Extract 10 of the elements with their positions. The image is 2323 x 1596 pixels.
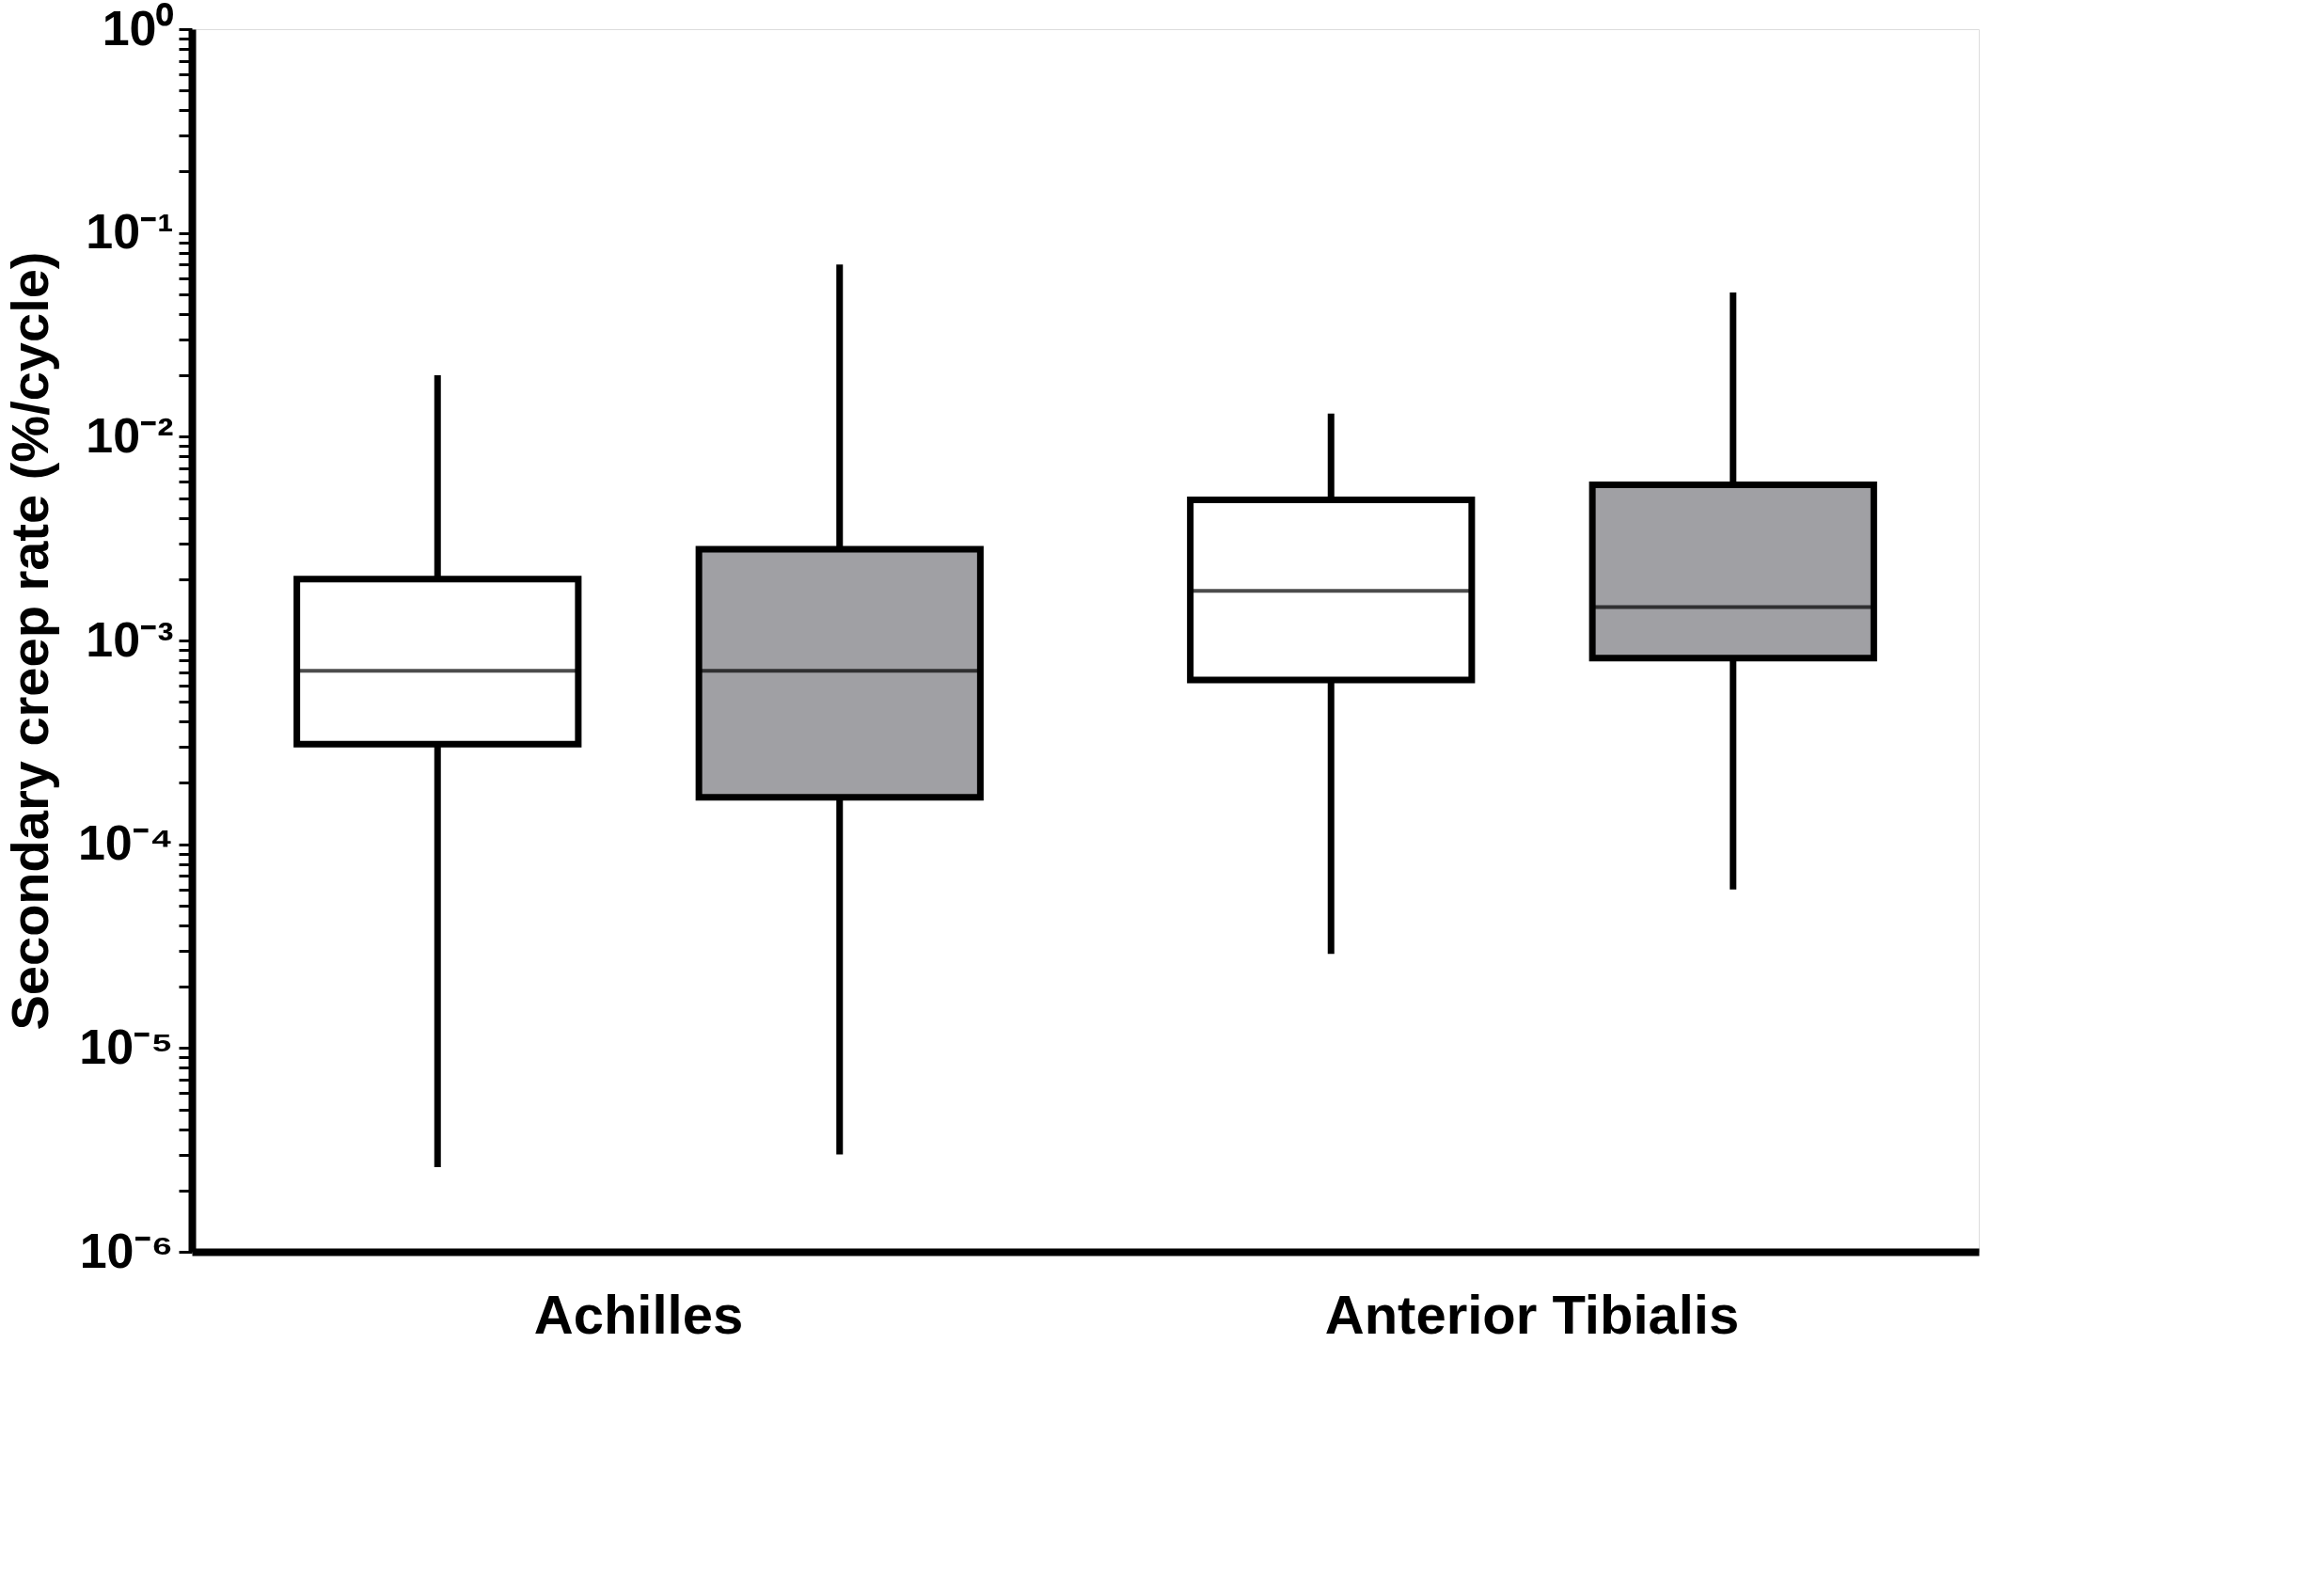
y-tick-label: 10⁰ <box>102 0 174 55</box>
x-tick-label: Anterior Tibialis <box>1324 1283 1740 1345</box>
y-axis-title: Secondary creep rate (%/cycle) <box>0 251 59 1031</box>
y-tick-label: 10⁻¹ <box>86 204 174 260</box>
y-tick-label: 10⁻⁵ <box>79 1019 174 1074</box>
x-tick-label: Achilles <box>533 1283 744 1345</box>
y-tick-label: 10⁻⁶ <box>79 1223 174 1278</box>
y-tick-label: 10⁻² <box>86 407 174 463</box>
y-tick-label: 10⁻⁴ <box>77 815 174 871</box>
y-tick-label: 10⁻³ <box>86 611 174 667</box>
